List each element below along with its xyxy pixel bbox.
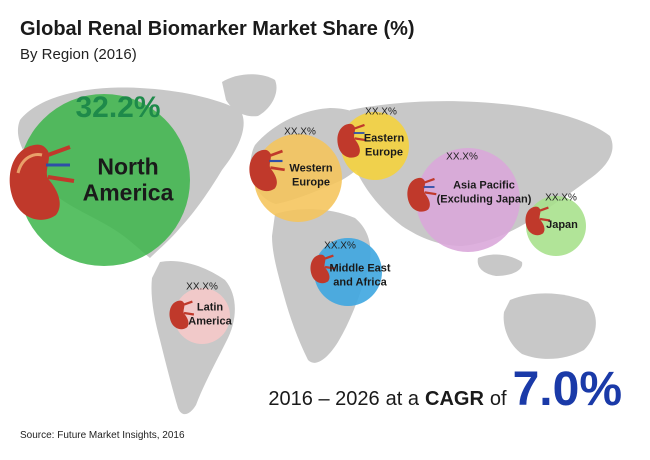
kidney-icon <box>169 300 195 330</box>
value-japan: XX.X% <box>545 192 577 204</box>
value-eastern-europe: XX.X% <box>365 106 397 118</box>
label-north-america: North America <box>82 153 174 206</box>
kidney-icon <box>407 177 437 212</box>
label-asia-pacific: Asia Pacific (Excluding Japan) <box>436 179 532 205</box>
value-north-america: 32.2% <box>75 91 161 124</box>
chart-subtitle: By Region (2016) <box>20 46 137 63</box>
bubble-western-europe <box>254 134 342 222</box>
kidney-icon <box>249 149 285 192</box>
cagr-word: CAGR <box>425 388 484 410</box>
label-middle-east-africa: Middle East and Africa <box>329 262 391 288</box>
cagr-of: of <box>489 388 507 410</box>
cagr-at-a: at a <box>385 388 420 410</box>
kidney-icon <box>310 254 336 284</box>
value-middle-east-africa: XX.X% <box>324 240 356 252</box>
bubble-middle-east-africa <box>314 238 382 306</box>
continent-greenland <box>222 74 277 117</box>
cagr-callout: 2016 – 2026 at a CAGR of 7.0% <box>268 362 622 417</box>
cagr-period: 2016 – 2026 <box>268 388 380 410</box>
label-western-europe: Western Europe <box>289 162 333 188</box>
label-japan: Japan <box>546 219 578 232</box>
value-latin-america: XX.X% <box>186 281 218 293</box>
continent-australia <box>503 293 596 359</box>
value-western-europe: XX.X% <box>284 126 316 138</box>
bubble-north-america <box>18 94 190 266</box>
label-latin-america: Latin America <box>188 301 232 327</box>
label-eastern-europe: Eastern Europe <box>363 132 405 158</box>
kidney-icon <box>337 123 367 158</box>
bubble-eastern-europe <box>341 112 409 180</box>
value-asia-pacific: XX.X% <box>446 151 478 163</box>
continent-se-asia <box>477 254 523 276</box>
cagr-value: 7.0% <box>512 363 622 416</box>
bubble-asia-pacific <box>416 148 520 252</box>
chart-title: Global Renal Biomarker Market Share (%) <box>20 18 415 40</box>
kidney-icon <box>525 206 551 236</box>
source-note: Source: Future Market Insights, 2016 <box>20 430 185 441</box>
kidney-icon <box>9 144 75 220</box>
